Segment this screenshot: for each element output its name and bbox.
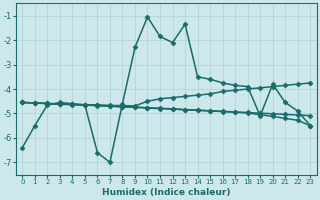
X-axis label: Humidex (Indice chaleur): Humidex (Indice chaleur) (102, 188, 230, 197)
